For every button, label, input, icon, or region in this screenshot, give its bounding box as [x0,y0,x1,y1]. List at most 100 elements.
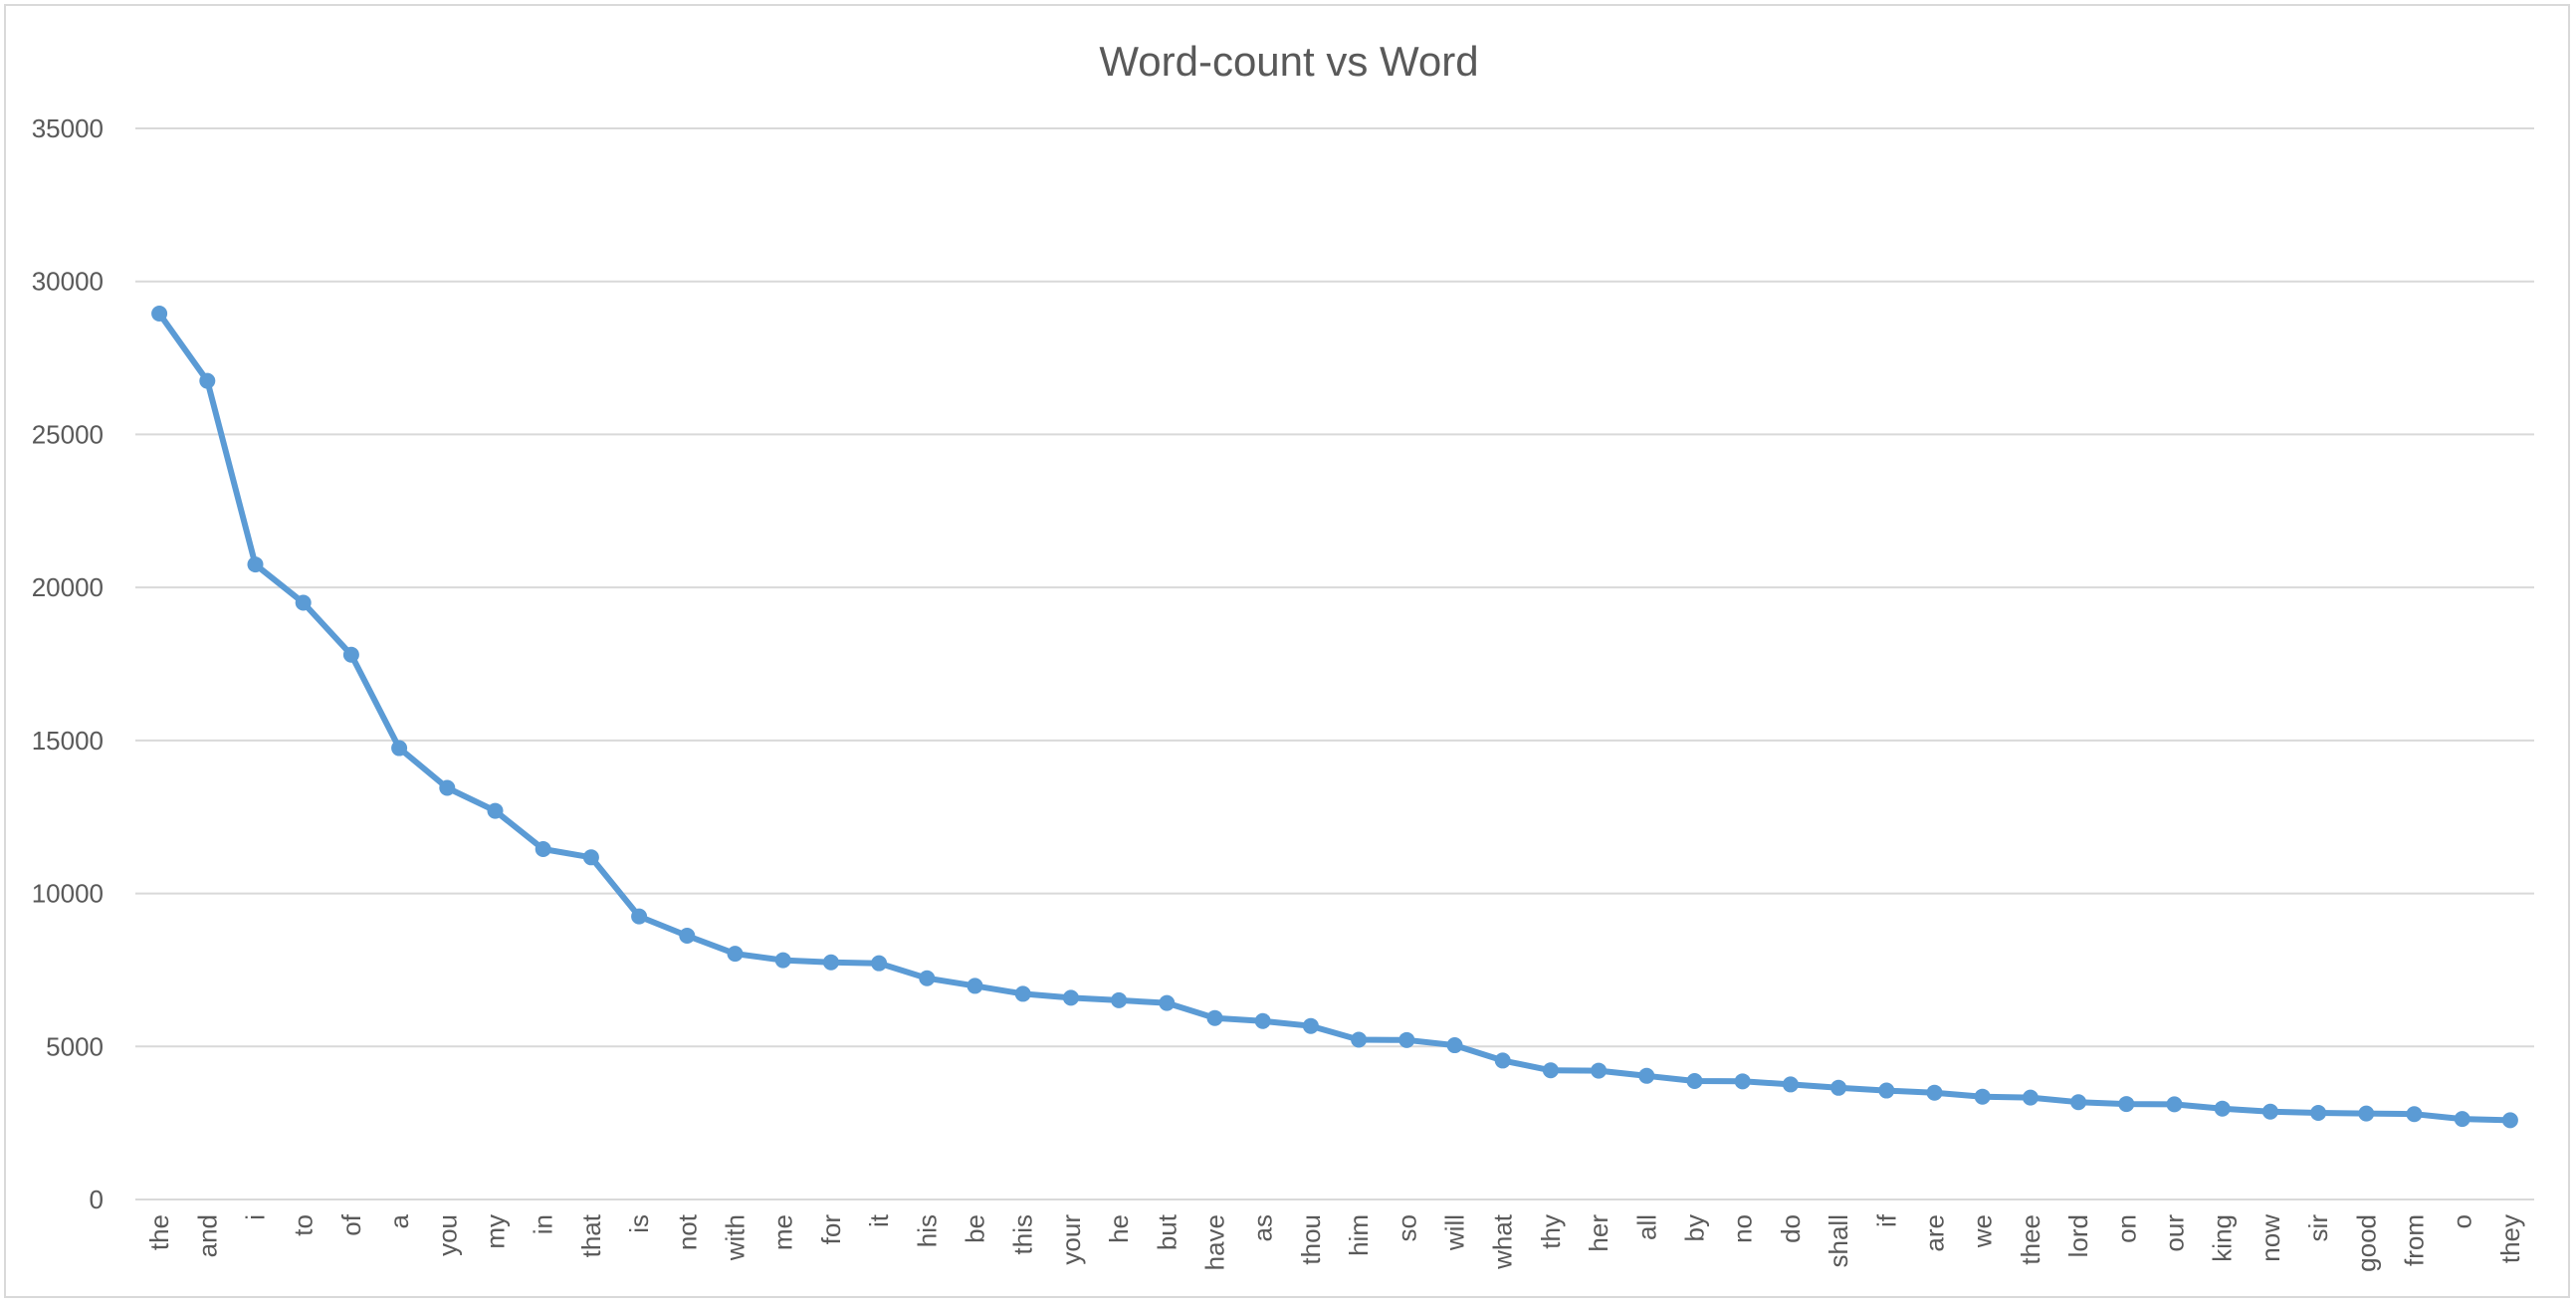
x-tick-label: o [2448,1214,2477,1228]
x-tick-label: we [1968,1214,1998,1248]
data-point[interactable] [1878,1082,1895,1099]
y-tick-label: 0 [90,1185,104,1214]
data-point[interactable] [631,908,648,925]
data-point[interactable] [1494,1052,1511,1069]
data-point[interactable] [342,646,359,663]
data-point[interactable] [727,946,744,963]
data-point[interactable] [2406,1106,2423,1123]
data-point[interactable] [2166,1096,2183,1113]
x-tick-label: i [241,1214,271,1220]
x-tick-label: good [2351,1214,2381,1272]
data-point[interactable] [2310,1104,2327,1121]
data-point[interactable] [247,556,264,573]
data-point[interactable] [391,740,408,757]
data-point[interactable] [2070,1094,2087,1111]
data-point[interactable] [1686,1073,1703,1090]
data-point[interactable] [2454,1111,2470,1128]
data-point[interactable] [535,840,551,857]
line-chart: Word-count vs Word 0 5000 10000 15000 20000 2… [32,38,2534,1272]
chart-title: Word-count vs Word [1099,38,1478,85]
x-tick-label: sir [2303,1214,2333,1242]
x-tick-label: you [432,1214,462,1256]
data-point[interactable] [1302,1017,1319,1034]
y-tick-label: 25000 [32,419,104,449]
x-tick-label: for [816,1214,846,1245]
x-tick-label: to [289,1214,319,1236]
data-point[interactable] [487,802,504,819]
data-point[interactable] [1542,1062,1559,1079]
x-tick-label: and [192,1214,222,1257]
series-line [156,311,2513,1124]
data-point[interactable] [1446,1037,1463,1054]
x-tick-label: thy [1536,1214,1566,1249]
data-point[interactable] [1830,1079,1847,1096]
x-tick-label: now [2255,1214,2285,1262]
data-point[interactable] [919,970,936,986]
x-tick-label: all [1631,1214,1661,1240]
data-point[interactable] [1351,1031,1368,1048]
data-point[interactable] [1638,1067,1655,1084]
y-tick-label: 35000 [32,113,104,143]
x-tick-label: in [529,1214,558,1234]
data-point[interactable] [439,779,456,796]
x-tick-label: your [1056,1214,1086,1265]
x-tick-label: from [2400,1214,2430,1266]
x-tick-label: on [2111,1214,2141,1243]
data-point[interactable] [582,849,599,866]
x-tick-label: so [1392,1214,1421,1241]
x-tick-label: what [1488,1213,1518,1270]
x-tick-label: it [864,1213,894,1227]
x-tick-label: no [1728,1214,1758,1243]
x-tick-label: they [2495,1214,2525,1263]
data-point[interactable] [679,927,696,944]
data-point[interactable] [1734,1073,1751,1090]
x-tick-label: will [1440,1214,1470,1251]
x-tick-label: this [1008,1214,1038,1254]
x-axis-tick-labels: the and i to of a you my in that is not with me for it h… [144,1213,2525,1272]
x-tick-label: that [576,1213,606,1257]
data-point[interactable] [295,594,312,611]
data-point[interactable] [1206,1009,1223,1026]
series-words [151,305,2518,1129]
data-point[interactable] [871,955,888,972]
data-point[interactable] [2358,1105,2375,1122]
data-point[interactable] [822,954,839,971]
x-tick-label: the [144,1214,174,1250]
data-point[interactable] [774,952,791,969]
x-tick-label: our [2160,1214,2190,1252]
x-tick-label: a [384,1213,414,1228]
data-point[interactable] [1926,1084,1943,1101]
chart-area[interactable]: Word-count vs Word 0 5000 10000 15000 20000 2… [4,4,2570,1298]
data-point[interactable] [1974,1088,1991,1105]
x-tick-label: is [624,1214,654,1233]
x-tick-label: thee [2016,1214,2045,1265]
data-point[interactable] [1014,985,1031,1002]
data-point[interactable] [2214,1100,2231,1117]
x-tick-label: me [768,1214,798,1250]
x-tick-label: my [481,1214,511,1249]
x-tick-label: not [672,1213,702,1250]
y-tick-label: 20000 [32,572,104,602]
x-tick-label: have [1200,1214,1230,1270]
data-point[interactable] [2022,1089,2039,1106]
x-tick-label: his [912,1214,942,1247]
data-point[interactable] [966,978,983,994]
data-point[interactable] [199,372,216,389]
data-point[interactable] [2261,1103,2278,1120]
data-point[interactable] [151,305,168,322]
y-tick-label: 30000 [32,267,104,297]
gridlines [135,127,2534,1200]
data-point[interactable] [1111,991,1128,1008]
data-point[interactable] [2118,1096,2135,1113]
data-point[interactable] [1782,1076,1799,1093]
data-point[interactable] [1398,1031,1415,1048]
data-point[interactable] [2501,1112,2518,1129]
x-tick-label: are [1920,1214,1950,1252]
x-tick-label: but [1152,1213,1181,1250]
data-point[interactable] [1591,1062,1608,1079]
data-point[interactable] [1254,1012,1271,1029]
data-point[interactable] [1062,989,1079,1006]
x-tick-label: as [1248,1214,1278,1241]
data-point[interactable] [1159,994,1176,1011]
